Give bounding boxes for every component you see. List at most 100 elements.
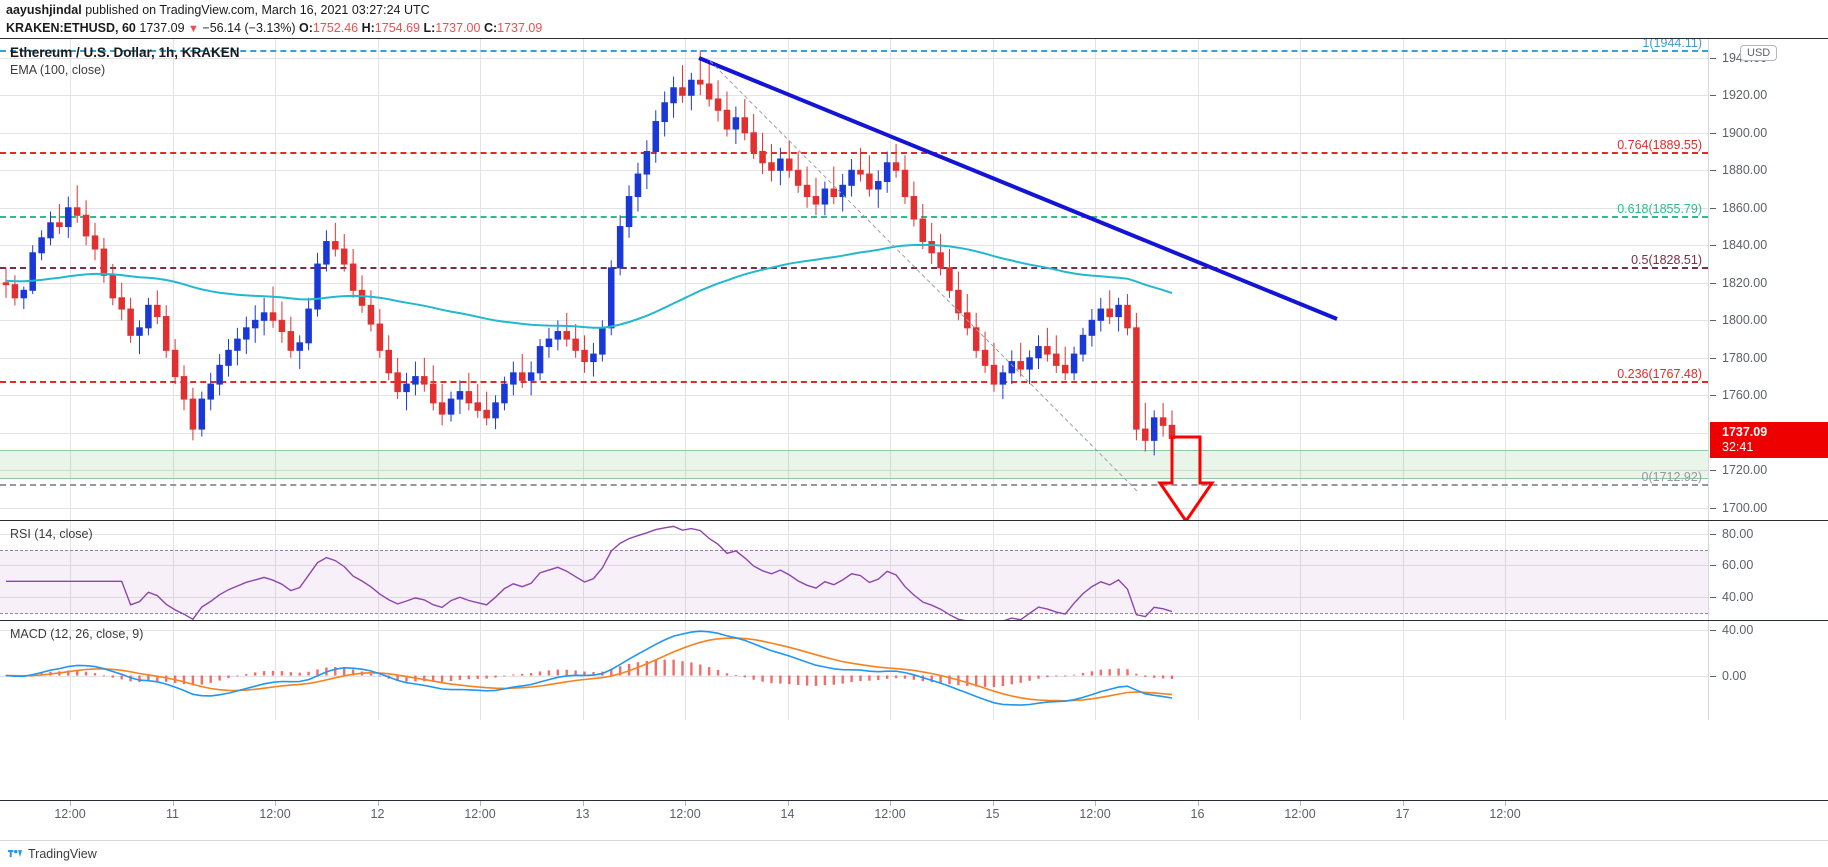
price-change: −56.14 (−3.13%) [202, 21, 296, 35]
fib-level-label: 0.236(1767.48) [1617, 367, 1702, 382]
fib-level-line[interactable]: 0(1712.92) [0, 470, 1708, 486]
vertical-gridline [377, 621, 379, 720]
vertical-gridline [70, 39, 71, 520]
time-tick-mark [1197, 801, 1199, 806]
time-tick-mark [377, 801, 379, 806]
vertical-gridline [1095, 621, 1096, 720]
vertical-gridline [1300, 621, 1301, 720]
macd-tick-label: 0.00 [1722, 668, 1747, 683]
macd-pane[interactable]: MACD (12, 26, close, 9) 40.00 0.00 [0, 620, 1828, 720]
macd-plot-area[interactable]: MACD (12, 26, close, 9) [0, 621, 1709, 720]
fib-level-label: 0.5(1828.51) [1631, 252, 1702, 267]
vertical-gridline [1095, 39, 1096, 520]
support-zone[interactable] [0, 449, 1708, 479]
price-tick-mark [1710, 245, 1716, 247]
vertical-gridline [1197, 39, 1199, 520]
rsi-tick-mark [1710, 533, 1716, 535]
price-tick-mark [1710, 395, 1716, 397]
close-value: 1737.09 [497, 21, 543, 35]
rsi-plot-area[interactable]: RSI (14, close) [0, 521, 1709, 620]
descending-trend-line[interactable] [698, 56, 1338, 321]
price-tick-label: 1700.00 [1722, 500, 1768, 515]
vertical-gridline [992, 621, 994, 720]
rsi-axis[interactable]: 80.00 60.00 40.00 [1710, 521, 1828, 620]
rsi-pane[interactable]: RSI (14, close) 80.00 60.00 40.00 [0, 520, 1828, 620]
time-tick-mark [685, 801, 686, 806]
annotation-layer [698, 56, 1338, 520]
horizontal-gridline [0, 245, 1708, 247]
vertical-gridline [685, 39, 686, 520]
tradingview-logo-icon [8, 849, 22, 858]
time-tick-label: 12:00 [874, 807, 906, 821]
price-pane-title: Ethereum / U.S. Dollar, 1h, KRAKEN [10, 45, 240, 60]
rsi-tick-label: 80.00 [1722, 526, 1754, 541]
fib-level-line[interactable]: 0.764(1889.55) [0, 138, 1708, 155]
price-pane[interactable]: Ethereum / U.S. Dollar, 1h, KRAKEN EMA (… [0, 38, 1828, 520]
fib-level-label: 0.618(1855.79) [1617, 201, 1702, 216]
vertical-gridline [70, 521, 71, 620]
vertical-gridline [172, 521, 174, 620]
vertical-gridline [1300, 39, 1301, 520]
price-tick-mark [1710, 95, 1716, 97]
bar-countdown: 32:41 [1722, 440, 1754, 455]
vertical-gridline [890, 521, 891, 620]
footer-bar: TradingView [0, 840, 1828, 867]
vertical-gridline [1095, 521, 1096, 620]
vertical-gridline [1197, 621, 1199, 720]
high-label: H: [361, 21, 375, 35]
low-value: 1737.00 [435, 21, 481, 35]
horizontal-gridline [0, 533, 1708, 535]
time-axis[interactable]: 12:00 11 12:00 12 12:00 13 12:00 14 12:00 15 12:00… [0, 800, 1828, 826]
currency-chip: USD [1740, 45, 1778, 61]
macd-axis[interactable]: 40.00 0.00 [1710, 621, 1828, 720]
fib-level-line[interactable]: 0.5(1828.51) [0, 253, 1708, 269]
price-tick-mark [1710, 132, 1716, 134]
price-plot-area[interactable]: Ethereum / U.S. Dollar, 1h, KRAKEN EMA (… [0, 39, 1709, 520]
vertical-gridline [685, 621, 686, 720]
vertical-gridline [890, 39, 891, 520]
vertical-gridline [582, 521, 584, 620]
horizontal-gridline [0, 95, 1708, 97]
vertical-gridline [172, 39, 174, 520]
horizontal-gridline [0, 320, 1708, 322]
time-tick-label: 12:00 [259, 807, 291, 821]
fib-level-line[interactable]: 1(1944.11) [0, 39, 1708, 53]
fib-level-line[interactable]: 0.618(1855.79) [0, 202, 1708, 218]
time-tick-label: 11 [166, 807, 179, 821]
price-tick-mark [1710, 357, 1716, 359]
inner-dashed-trend-line[interactable] [709, 60, 1138, 492]
horizontal-gridline [0, 507, 1708, 509]
time-tick-mark [1505, 801, 1506, 806]
fib-level-label: 0(1712.92) [1641, 469, 1702, 484]
price-tick-mark [1710, 320, 1716, 322]
price-tick-label: 1820.00 [1722, 275, 1768, 290]
close-label: C: [483, 21, 498, 35]
time-tick-label: 12:00 [669, 807, 701, 821]
horizontal-gridline [0, 57, 1708, 59]
time-tick-mark [1095, 801, 1096, 806]
horizontal-gridline [0, 432, 1708, 434]
candlestick-series [2, 50, 1176, 456]
time-tick-label: 12:00 [1079, 807, 1111, 821]
vertical-gridline [1505, 621, 1506, 720]
chart-header: aayushjindal published on TradingView.co… [0, 0, 1828, 36]
bearish-down-arrow[interactable] [1157, 435, 1215, 520]
vertical-gridline [480, 621, 481, 720]
price-tick-label: 1840.00 [1722, 238, 1768, 253]
vertical-gridline [377, 521, 379, 620]
fib-level-label: 0.764(1889.55) [1617, 138, 1702, 153]
published-text: published on TradingView.com, March 16, … [85, 3, 430, 17]
horizontal-gridline [0, 675, 1708, 677]
horizontal-gridline [0, 630, 1708, 632]
time-tick-mark [1300, 801, 1301, 806]
time-tick-label: 17 [1395, 807, 1410, 821]
last-price-badge[interactable]: 1737.09 32:41 [1710, 422, 1828, 459]
rsi-study-label: RSI (14, close) [10, 527, 93, 541]
price-axis[interactable]: USD 1940.001920.001900.001880.001860.001… [1710, 39, 1828, 520]
fib-level-line[interactable]: 0.236(1767.48) [0, 367, 1708, 384]
vertical-gridline [582, 39, 584, 520]
publisher-line: aayushjindal published on TradingView.co… [6, 2, 1828, 18]
vertical-gridline [787, 521, 789, 620]
horizontal-gridline [0, 357, 1708, 359]
vertical-gridline [1402, 621, 1404, 720]
